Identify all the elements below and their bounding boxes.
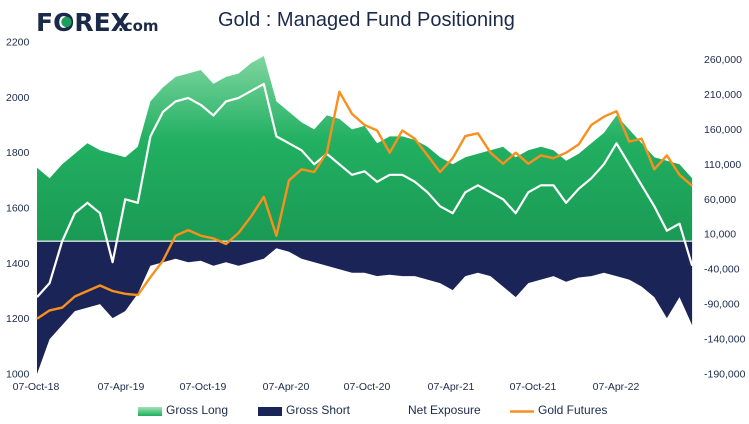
right-axis: -190,000 -140,000 -90,000 -40,000 10,000 60,0…: [704, 54, 746, 381]
x-axis-tick: 07-Oct-21: [510, 381, 557, 393]
right-axis-tick: 60,000: [704, 194, 736, 206]
legend-swatch-gross-long: [138, 407, 162, 416]
left-axis-tick: 2000: [6, 92, 30, 104]
left-axis-tick: 1000: [6, 369, 30, 381]
x-axis-tick: 07-Oct-20: [344, 381, 391, 393]
legend-label-gross-short: Gross Short: [286, 403, 351, 417]
right-axis-tick: -140,000: [704, 334, 746, 346]
x-axis-tick: 07-Apr-19: [98, 381, 145, 393]
forex-logo: FOREX .com: [0, 0, 200, 40]
right-axis-tick: -90,000: [704, 299, 740, 311]
gold-futures-line: [36, 90, 693, 320]
x-axis-tick: 07-Apr-21: [428, 381, 475, 393]
x-axis: 07-Oct-18 07-Apr-19 07-Oct-19 07-Apr-20 07-O…: [13, 381, 640, 393]
legend-label-gold-futures: Gold Futures: [538, 403, 608, 417]
right-axis-tick: 160,000: [704, 124, 742, 136]
x-axis-tick: 07-Apr-20: [263, 381, 310, 393]
left-axis-tick: 1800: [6, 147, 30, 159]
logo-graphic: FOREX .com: [36, 8, 159, 37]
left-axis-tick: 1400: [6, 258, 30, 270]
x-axis-tick: 07-Apr-22: [593, 381, 640, 393]
right-axis-tick: -40,000: [704, 264, 740, 276]
net-exposure-line: [36, 82, 694, 298]
legend-label-gross-long: Gross Long: [166, 403, 229, 417]
left-axis-tick: 1600: [6, 203, 30, 215]
x-axis-tick: 07-Oct-18: [13, 381, 60, 393]
left-axis-tick: 1200: [6, 313, 30, 325]
right-axis-tick: 110,000: [704, 159, 741, 171]
legend: Gross Long Gross Short Net Exposure Gold…: [0, 402, 749, 420]
legend-swatch-gold-futures: [510, 410, 534, 413]
legend-label-net-exposure: Net Exposure: [408, 403, 481, 417]
right-axis-tick: -190,000: [704, 369, 746, 381]
right-axis-tick: 10,000: [704, 229, 736, 241]
left-axis: 1000 1200 1400 1600 1800 2000 2200: [6, 37, 30, 381]
gross-short-area: [37, 241, 693, 374]
logo-wordmark: FOREX: [36, 8, 130, 37]
left-axis-tick: 2200: [6, 37, 30, 49]
chart-title: Gold : Managed Fund Positioning: [218, 9, 515, 31]
legend-swatch-gross-short: [258, 407, 282, 416]
plot-area: [36, 56, 694, 374]
right-axis-tick: 210,000: [704, 89, 742, 101]
logo-suffix: .com: [118, 17, 159, 35]
right-axis-tick: 260,000: [704, 54, 742, 66]
gross-long-area: [37, 56, 693, 242]
x-axis-tick: 07-Oct-19: [180, 381, 227, 393]
logo-o-dot: [61, 16, 72, 28]
